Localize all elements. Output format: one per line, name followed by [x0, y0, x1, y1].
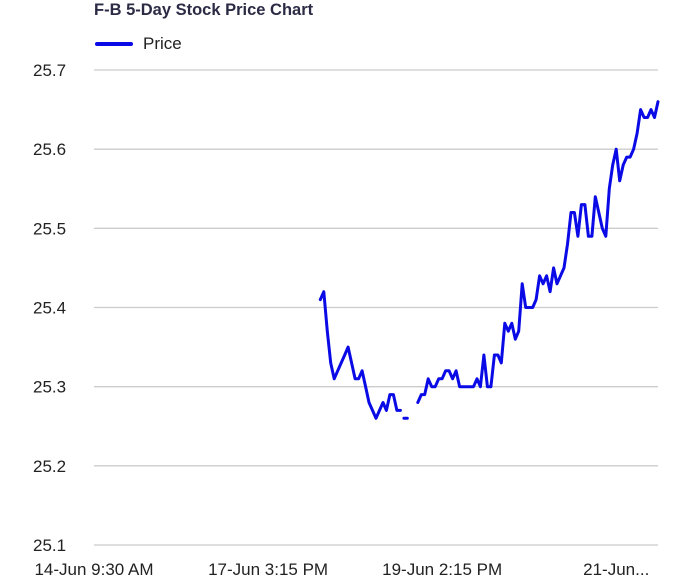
x-tick-label: 17-Jun 3:15 PM	[208, 560, 328, 579]
y-tick-label: 25.3	[33, 378, 66, 397]
gridlines	[94, 69, 658, 546]
legend: Price	[95, 34, 182, 54]
x-tick-label: 19-Jun 2:15 PM	[382, 560, 502, 579]
x-tick-label: 14-Jun 9:30 AM	[34, 560, 153, 579]
chart-title: F-B 5-Day Stock Price Chart	[94, 1, 314, 19]
y-axis-tick-labels: 25.1 25.2 25.3 25.4 25.5 25.6 25.7	[33, 61, 66, 555]
legend-swatch-price	[95, 42, 133, 46]
x-tick-label: 21-Jun...	[583, 560, 649, 579]
x-axis-tick-labels: 14-Jun 9:30 AM 17-Jun 3:15 PM 19-Jun 2:15 …	[34, 560, 649, 579]
y-tick-label: 25.4	[33, 299, 66, 318]
price-line-segment	[416, 100, 660, 404]
y-tick-label: 25.7	[33, 61, 66, 80]
y-tick-label: 25.1	[33, 536, 66, 555]
y-tick-label: 25.6	[33, 140, 66, 159]
y-tick-label: 25.5	[33, 219, 66, 238]
price-line-segment	[318, 290, 402, 420]
y-tick-label: 25.2	[33, 457, 66, 476]
legend-label-price: Price	[143, 34, 182, 53]
price-series	[318, 100, 660, 420]
